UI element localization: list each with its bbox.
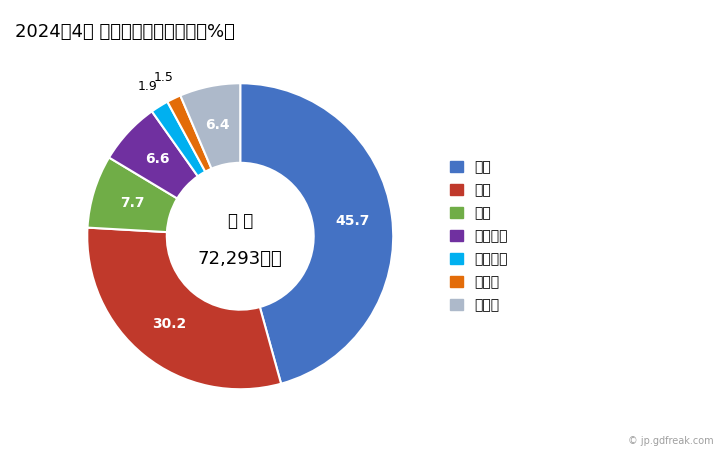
Text: 7.7: 7.7 xyxy=(120,196,144,210)
Wedge shape xyxy=(152,102,205,176)
Text: 2024年4月 輸出相手国のシェア（%）: 2024年4月 輸出相手国のシェア（%） xyxy=(15,22,234,40)
Text: 45.7: 45.7 xyxy=(335,214,370,228)
Wedge shape xyxy=(167,95,212,171)
Wedge shape xyxy=(109,111,198,198)
Text: 30.2: 30.2 xyxy=(152,317,186,331)
Text: 総 額: 総 額 xyxy=(228,212,253,230)
Wedge shape xyxy=(87,228,281,389)
Text: 6.4: 6.4 xyxy=(205,118,230,132)
Wedge shape xyxy=(87,158,177,232)
Legend: タイ, 香港, 米国, ベトナム, オランダ, インド, その他: タイ, 香港, 米国, ベトナム, オランダ, インド, その他 xyxy=(446,156,512,316)
Wedge shape xyxy=(240,83,393,384)
Text: 1.5: 1.5 xyxy=(154,71,174,84)
Text: 72,293万円: 72,293万円 xyxy=(198,250,282,268)
Text: © jp.gdfreak.com: © jp.gdfreak.com xyxy=(628,436,713,446)
Text: 6.6: 6.6 xyxy=(145,152,170,166)
Wedge shape xyxy=(181,83,240,169)
Text: 1.9: 1.9 xyxy=(138,80,157,93)
